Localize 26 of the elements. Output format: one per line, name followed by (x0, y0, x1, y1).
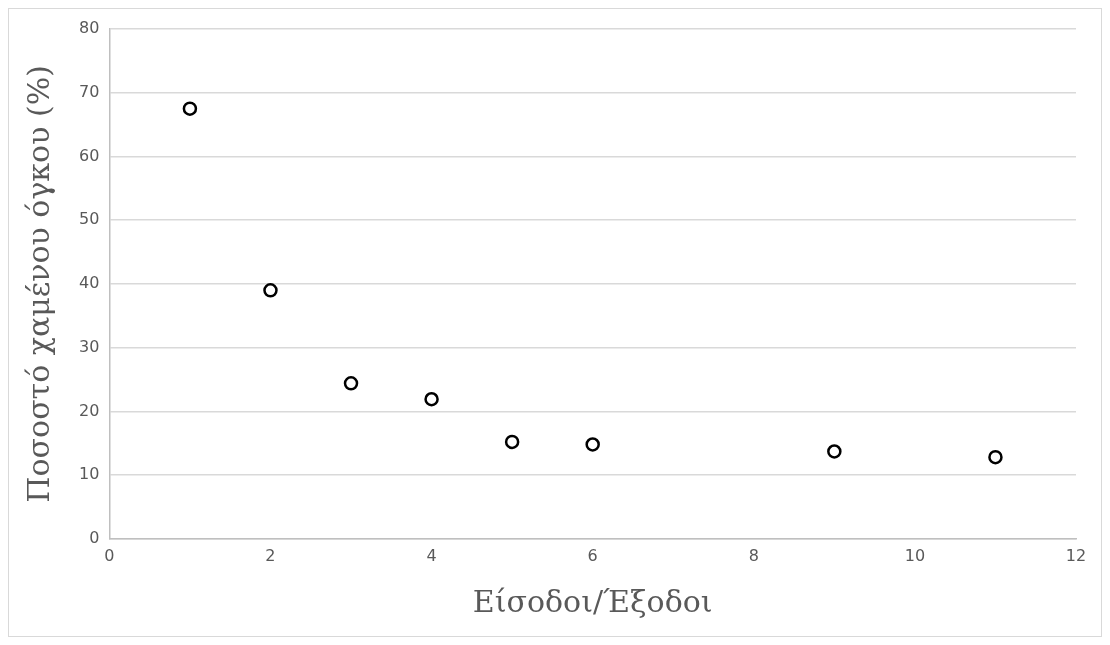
x-tick-label: 8 (748, 545, 759, 565)
y-tick-label: 50 (79, 209, 100, 229)
x-axis-title: Είσοδοι/Έξοδοι (472, 583, 713, 619)
y-tick-label: 80 (79, 18, 100, 38)
y-tick-label: 20 (79, 400, 100, 420)
y-tick-label: 30 (79, 336, 100, 356)
point (504, 434, 520, 450)
y-axis-title: Ποσοστό χαμένου όγκου (%) (20, 65, 56, 503)
point (343, 376, 359, 391)
point (424, 391, 439, 407)
x-tick-label: 0 (104, 545, 115, 565)
x-tick-label: 10 (904, 545, 926, 565)
y-tick-label: 40 (79, 273, 100, 293)
x-tick-label: 6 (587, 545, 598, 565)
y-tick-label: 70 (79, 81, 100, 101)
y-tick-label: 10 (79, 464, 100, 484)
y-tick-label: 0 (89, 527, 100, 547)
point (827, 444, 842, 459)
point (182, 101, 198, 116)
x-tick-label: 2 (265, 545, 276, 565)
x-tick-label: 12 (1065, 545, 1087, 565)
point (988, 449, 1003, 465)
point (585, 437, 600, 452)
point (263, 283, 278, 298)
x-tick-label: 4 (426, 545, 437, 565)
y-tick-label: 60 (79, 145, 100, 165)
